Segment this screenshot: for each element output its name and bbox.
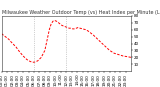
Text: Milwaukee Weather Outdoor Temp (vs) Heat Index per Minute (Last 24 Hours): Milwaukee Weather Outdoor Temp (vs) Heat… [2, 10, 160, 15]
